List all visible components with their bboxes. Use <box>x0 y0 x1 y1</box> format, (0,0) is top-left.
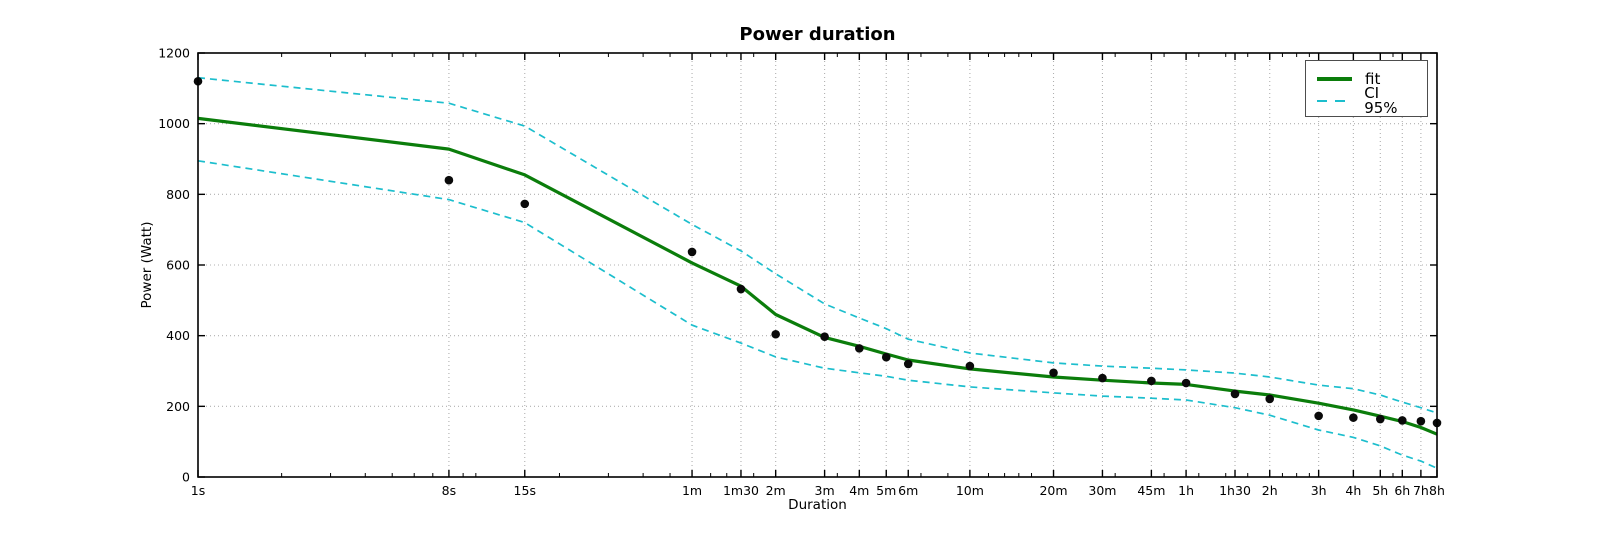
x-tick-label: 1m <box>682 483 702 498</box>
y-tick-label: 600 <box>166 258 190 273</box>
gridlines <box>198 53 1438 477</box>
data-point <box>1416 416 1426 426</box>
data-point <box>1314 411 1323 421</box>
chart-title: Power duration <box>739 24 896 45</box>
ci-lower-line <box>197 159 1438 469</box>
y-tick-label: 0 <box>182 470 190 485</box>
data-point <box>820 332 829 342</box>
data-point <box>444 175 454 185</box>
legend: fit CI 95% <box>1305 60 1428 117</box>
x-tick-label: 7h <box>1413 483 1429 498</box>
data-point <box>1375 414 1385 424</box>
x-tick-label: 15s <box>514 483 536 498</box>
x-tick-label: 3m <box>815 483 835 498</box>
x-tick-label: 8s <box>442 483 456 498</box>
data-point <box>736 284 746 294</box>
data-point <box>1397 416 1407 425</box>
y-tick-label: 400 <box>166 328 190 343</box>
y-tick-label: 1000 <box>158 116 190 131</box>
legend-label-ci: CI 95% <box>1364 84 1398 117</box>
data-point <box>771 329 780 339</box>
x-tick-label: 6m <box>898 483 918 498</box>
axis-ticks <box>197 52 1438 478</box>
x-tick-label: 8h <box>1429 483 1445 498</box>
data-point <box>1049 368 1058 378</box>
legend-label-fit: fit <box>1365 69 1381 88</box>
y-tick-label: 200 <box>166 399 190 414</box>
data-point <box>855 344 864 353</box>
y-tick-label: 800 <box>166 187 190 202</box>
fit-line-swatch <box>1317 77 1352 81</box>
data-point <box>965 361 975 371</box>
legend-item-fit: fit <box>1317 68 1416 90</box>
x-tick-label: 30m <box>1088 483 1116 498</box>
data-point <box>1349 413 1358 422</box>
x-axis-label: Duration <box>788 497 847 513</box>
data-point <box>881 352 891 362</box>
x-tick-label: 1m30 <box>723 483 759 498</box>
x-tick-label: 4h <box>1345 483 1361 498</box>
x-tick-label: 5m <box>876 483 896 498</box>
x-tick-label: 20m <box>1039 483 1067 498</box>
x-tick-label: 4m <box>849 483 869 498</box>
data-point <box>1181 378 1191 388</box>
x-tick-label: 1h <box>1178 483 1194 498</box>
x-tick-label: 3h <box>1311 483 1327 498</box>
x-tick-label: 2h <box>1262 483 1278 498</box>
data-point <box>1147 376 1156 386</box>
data-point <box>903 359 913 369</box>
y-tick-labels: 0 200 400 600 800 1000 1200 <box>158 46 190 485</box>
x-tick-label: 1h30 <box>1219 483 1251 498</box>
x-tick-label: 1s <box>191 483 205 498</box>
data-point <box>687 247 697 257</box>
axes-frame <box>197 52 1438 478</box>
ci-upper-line <box>197 76 1438 414</box>
fit-line <box>197 116 1438 436</box>
y-axis-label-text: Power (Watt) <box>139 221 155 309</box>
y-tick-label: 1200 <box>158 46 190 61</box>
data-point <box>1098 373 1107 383</box>
ci-95-swatch <box>1317 100 1352 102</box>
x-tick-label: 45m <box>1137 483 1165 498</box>
x-tick-label: 10m <box>956 483 984 498</box>
x-tick-labels: 1s 8s 15s 1m 1m30 2m 3m 4m 5m 6m 10m 20m 30m 45m 1h 1h3… <box>191 483 1445 498</box>
legend-item-ci: CI 95% <box>1317 86 1416 116</box>
scatter-points <box>193 76 1442 428</box>
x-tick-label: 2m <box>766 483 786 498</box>
data-point <box>520 199 530 209</box>
x-tick-label: 5h <box>1372 483 1388 498</box>
data-point <box>1230 389 1240 399</box>
x-tick-label: 6h <box>1394 483 1410 498</box>
data-point <box>1265 394 1275 404</box>
